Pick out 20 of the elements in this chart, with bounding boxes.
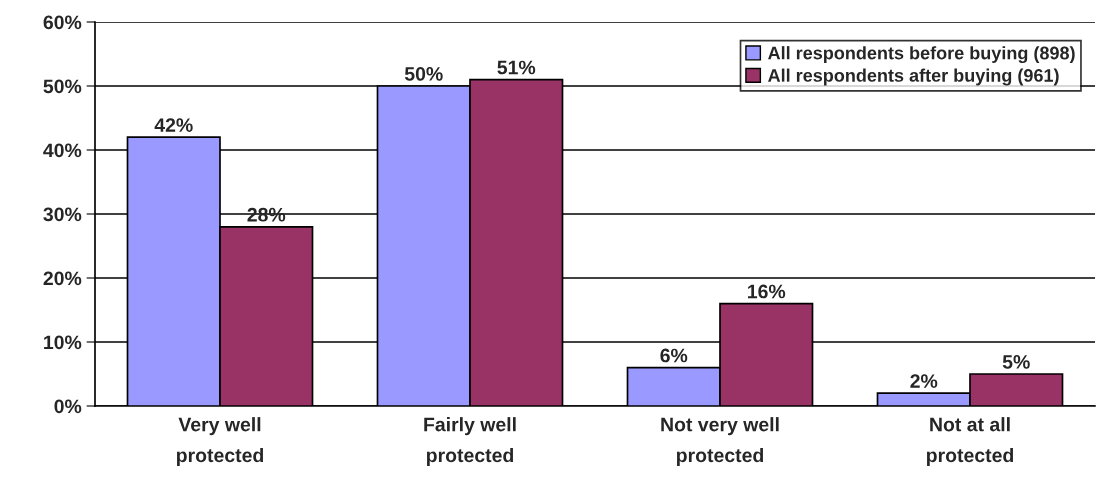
y-tick-label: 40%	[43, 143, 82, 158]
data-label: 5%	[1002, 355, 1030, 369]
y-tick-label: 10%	[44, 335, 82, 350]
x-tick-label: Not at all protected	[926, 417, 1014, 467]
y-tick-label: 30%	[43, 207, 82, 222]
x-tick-label: Fairly well protected	[424, 417, 516, 467]
x-tick-label: Very well protected	[176, 417, 264, 467]
y-tick-label: 50%	[43, 79, 82, 94]
legend-label: All respondents after buying (961)	[768, 68, 1059, 86]
y-tick-label: 20%	[43, 271, 82, 286]
y-tick-label: 0%	[54, 399, 82, 414]
data-label: 2%	[910, 374, 938, 388]
legend-label: All respondents before buying (898)	[768, 46, 1075, 64]
data-label: 51%	[497, 60, 536, 75]
y-tick-label: 60%	[43, 15, 82, 30]
data-label: 50%	[404, 67, 443, 81]
data-label: 6%	[660, 348, 688, 363]
data-label: 16%	[748, 284, 786, 299]
x-tick-label: Not very well protected	[661, 417, 779, 467]
data-label: 42%	[154, 118, 193, 132]
